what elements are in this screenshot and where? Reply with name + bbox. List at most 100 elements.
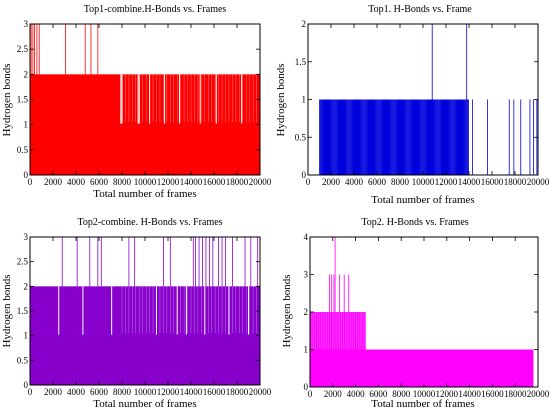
x-axis-label: Total number of frames [93, 188, 196, 200]
x-tick-label: 0 [306, 177, 311, 187]
y-tick-label: 1.5 [17, 306, 29, 316]
x-tick-label: 16000 [203, 387, 226, 397]
chart-top2: Top2. H-Bonds vs. Frames 0 1 2 3 4 0 2000 4000… [281, 217, 550, 410]
x-tick-label: 8000 [391, 177, 410, 187]
x-tick-label: 2000 [44, 387, 63, 397]
x-tick-label: 2000 [322, 177, 341, 187]
x-tick-label: 18000 [504, 177, 527, 187]
x-tick-label: 0 [28, 387, 33, 397]
x-tick-label: 8000 [392, 389, 411, 399]
y-tick-label: 0.5 [17, 145, 29, 155]
bar-marks [30, 24, 261, 175]
y-tick-label: 1.5 [295, 57, 307, 67]
x-tick-label: 10000 [134, 387, 157, 397]
x-tick-label: 14000 [458, 177, 481, 187]
x-tick-label: 4000 [67, 387, 86, 397]
chart-top2-combine: Top2-combine. H-Bonds vs. Frames 0 0.5 1 1.… [1, 217, 272, 410]
x-tick-label: 16000 [481, 177, 504, 187]
y-tick-label: 2.5 [17, 44, 29, 54]
x-tick-label: 0 [28, 177, 33, 187]
bar [30, 286, 260, 385]
bar-marks [30, 237, 261, 385]
y-tick-label: 3 [24, 232, 29, 242]
y-tick-label: 0 [302, 170, 307, 180]
y-tick-label: 1.5 [17, 95, 29, 105]
y-axis: 0 1 2 3 4 [304, 232, 538, 392]
x-tick-label: 20000 [249, 177, 272, 187]
x-axis-label: Total number of frames [371, 194, 474, 206]
x-tick-label: 8000 [113, 387, 132, 397]
x-tick-label: 0 [308, 389, 313, 399]
y-axis-label: Hydrogen bonds [1, 274, 13, 347]
x-tick-label: 6000 [90, 387, 109, 397]
y-tick-label: 2 [24, 69, 29, 79]
y-tick-label: 2.5 [17, 257, 29, 267]
y-tick-label: 3 [24, 19, 29, 29]
y-axis-label: Hydrogen bonds [1, 63, 13, 136]
x-tick-label: 12000 [436, 389, 459, 399]
x-tick-label: 2000 [324, 389, 343, 399]
x-tick-label: 12000 [435, 177, 458, 187]
bar-marks [319, 24, 538, 175]
y-tick-label: 2 [24, 281, 29, 291]
y-tick-label: 0.5 [17, 355, 29, 365]
chart-title: Top2-combine. H-Bonds vs. Frames [77, 217, 222, 228]
bar-marks [309, 237, 534, 387]
x-axis: 0 2000 4000 6000 8000 10000 12000 14000 16000 180… [28, 24, 272, 187]
x-tick-label: 16000 [481, 389, 504, 399]
y-tick-label: 2 [304, 307, 309, 317]
x-tick-label: 14000 [180, 387, 203, 397]
chart-title: Top1-combine.H-Bonds vs. Frames [84, 4, 227, 15]
y-tick-label: 0.5 [295, 132, 307, 142]
y-axis-label: Hydrogen bonds [281, 274, 293, 347]
y-axis-label: Hydrogen bonds [275, 63, 287, 136]
y-tick-label: 0 [304, 382, 309, 392]
x-axis: 0 2000 4000 6000 8000 10000 12000 14000 16000 180… [306, 24, 550, 187]
x-axis: 0 2000 4000 6000 8000 10000 12000 14000 16000 180… [308, 237, 550, 399]
x-axis-label: Total number of frames [93, 398, 196, 410]
y-tick-label: 0 [24, 170, 29, 180]
x-tick-label: 14000 [458, 389, 481, 399]
bar [30, 74, 260, 175]
x-tick-label: 4000 [347, 389, 366, 399]
x-tick-label: 20000 [249, 387, 272, 397]
y-axis: 0 0.5 1 1.5 2 2.5 3 [17, 232, 260, 390]
x-tick-label: 16000 [203, 177, 226, 187]
x-axis-label: Total number of frames [371, 398, 474, 410]
x-tick-label: 18000 [504, 389, 527, 399]
x-tick-label: 8000 [113, 177, 132, 187]
x-tick-label: 12000 [157, 177, 180, 187]
y-tick-label: 0 [24, 380, 29, 390]
x-tick-label: 20000 [527, 389, 550, 399]
chart-title: Top1. H-Bonds vs. Frame [368, 4, 472, 15]
x-tick-label: 4000 [345, 177, 364, 187]
x-tick-label: 12000 [157, 387, 180, 397]
chart-title: Top2. H-Bonds vs. Frames [361, 217, 468, 228]
x-tick-label: 6000 [90, 177, 109, 187]
y-tick-label: 1 [304, 345, 309, 355]
y-tick-label: 1 [302, 95, 307, 105]
x-tick-label: 10000 [134, 177, 157, 187]
chart-top1: Top1. H-Bonds vs. Frame 0 0.5 1 1.5 2 0 2000 4… [275, 4, 550, 206]
x-tick-label: 20000 [527, 177, 550, 187]
x-tick-label: 10000 [412, 177, 435, 187]
x-tick-label: 6000 [369, 389, 388, 399]
y-tick-label: 3 [304, 270, 309, 280]
chart-top1-combine: Top1-combine.H-Bonds vs. Frames 0 0.5 1 1.5… [1, 4, 272, 200]
y-tick-label: 4 [304, 232, 309, 242]
x-tick-label: 18000 [226, 387, 249, 397]
y-axis: 0 0.5 1 1.5 2 [295, 19, 538, 180]
x-axis: 0 2000 4000 6000 8000 10000 12000 14000 16000 180… [28, 237, 272, 397]
y-tick-label: 2 [302, 19, 307, 29]
x-tick-label: 6000 [368, 177, 387, 187]
y-tick-label: 1 [24, 331, 29, 341]
x-tick-label: 18000 [226, 177, 249, 187]
x-tick-label: 10000 [413, 389, 436, 399]
x-tick-label: 2000 [44, 177, 63, 187]
x-tick-label: 4000 [67, 177, 86, 187]
bar [310, 349, 534, 387]
y-tick-label: 1 [24, 120, 29, 130]
x-tick-label: 14000 [180, 177, 203, 187]
y-axis: 0 0.5 1 1.5 2 2.5 3 [17, 19, 260, 180]
